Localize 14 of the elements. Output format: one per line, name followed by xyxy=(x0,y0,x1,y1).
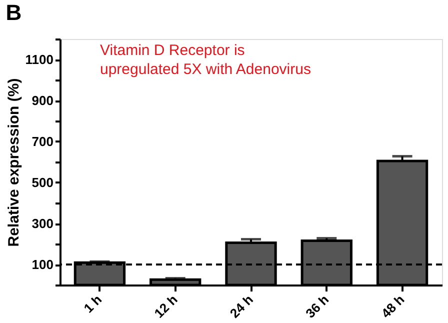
chart-title: B xyxy=(6,0,22,25)
x-tick-label: 48 h xyxy=(378,292,408,321)
x-tick-label: 36 h xyxy=(302,292,332,321)
y-axis-title: Relative expression (%) xyxy=(5,78,22,247)
y-tick-label: 500 xyxy=(32,175,54,190)
y-tick-label: 100 xyxy=(32,257,54,272)
y-tick-label: 900 xyxy=(32,93,54,108)
y-tick-label: 700 xyxy=(32,134,54,149)
x-tick-label: 24 h xyxy=(226,292,256,321)
annotation: Vitamin D Receptor is upregulated 5X with Adenovirus xyxy=(100,42,311,78)
x-tick-label: 12 h xyxy=(151,292,180,321)
x-tick-label: 1 h xyxy=(80,292,105,316)
y-tick-label: 1100 xyxy=(25,52,54,67)
y-tick-label: 300 xyxy=(32,216,54,231)
